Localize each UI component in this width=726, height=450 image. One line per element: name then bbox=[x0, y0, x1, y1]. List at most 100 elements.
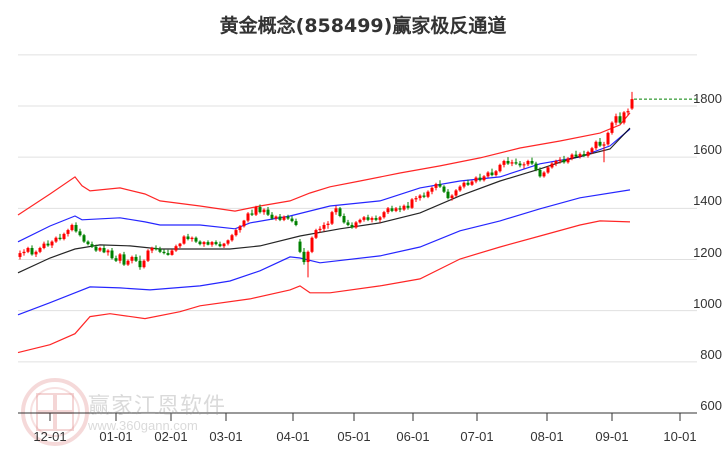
candle bbox=[494, 169, 498, 177]
candle bbox=[470, 180, 474, 186]
candle bbox=[66, 228, 70, 237]
x-tick-label: 07-01 bbox=[460, 429, 494, 444]
candle bbox=[358, 218, 362, 224]
upper_inner_band-line bbox=[17, 128, 631, 243]
y-tick-label: 1200 bbox=[693, 244, 722, 260]
candle bbox=[310, 236, 314, 254]
candle bbox=[266, 207, 270, 217]
candle bbox=[590, 146, 594, 155]
lower_inner_band-line bbox=[17, 189, 631, 316]
candle bbox=[22, 249, 26, 256]
candle bbox=[422, 192, 426, 199]
candle bbox=[474, 176, 478, 184]
candle bbox=[290, 216, 294, 223]
y-tick-label: 1600 bbox=[693, 142, 722, 158]
middle_line-line bbox=[17, 127, 631, 274]
candle bbox=[162, 249, 166, 255]
x-tick-label: 08-01 bbox=[530, 429, 564, 444]
candle bbox=[170, 249, 174, 256]
candle bbox=[614, 113, 618, 126]
x-tick-label: 01-01 bbox=[99, 429, 133, 444]
lower_outer_band-line bbox=[17, 220, 631, 354]
candle bbox=[38, 246, 42, 254]
candle bbox=[446, 189, 450, 200]
candle bbox=[306, 250, 310, 278]
candle bbox=[410, 198, 414, 209]
candle bbox=[154, 245, 158, 251]
candle bbox=[458, 185, 462, 192]
candle bbox=[522, 162, 526, 169]
candle bbox=[570, 153, 574, 161]
candle bbox=[238, 224, 242, 233]
candle bbox=[226, 239, 230, 246]
candle bbox=[466, 179, 470, 186]
candle bbox=[502, 159, 506, 168]
candle bbox=[142, 259, 146, 269]
candle bbox=[314, 228, 318, 240]
candle bbox=[262, 208, 266, 215]
candle bbox=[462, 181, 466, 189]
candle bbox=[554, 159, 558, 167]
candle bbox=[138, 255, 142, 270]
candle bbox=[438, 180, 442, 188]
candle bbox=[322, 222, 326, 232]
candle bbox=[258, 204, 262, 214]
candle bbox=[338, 207, 342, 218]
candle bbox=[370, 216, 374, 223]
candle bbox=[294, 218, 298, 227]
candle bbox=[214, 240, 218, 246]
candle bbox=[582, 150, 586, 158]
candle bbox=[530, 157, 534, 165]
candle bbox=[174, 244, 178, 252]
candle bbox=[130, 255, 134, 264]
candle bbox=[578, 152, 582, 159]
candle bbox=[246, 212, 250, 223]
x-tick-label: 12-01 bbox=[33, 429, 67, 444]
candle bbox=[166, 249, 170, 256]
candle bbox=[178, 242, 182, 248]
candle bbox=[350, 222, 354, 229]
candle bbox=[618, 112, 622, 124]
channel-lines bbox=[17, 112, 631, 354]
x-tick-label: 06-01 bbox=[396, 429, 430, 444]
candle bbox=[518, 161, 522, 168]
candle bbox=[206, 240, 210, 246]
candle bbox=[282, 215, 286, 222]
candle bbox=[382, 210, 386, 219]
y-tick-label: 800 bbox=[700, 346, 722, 362]
candle bbox=[558, 157, 562, 164]
candle bbox=[198, 240, 202, 246]
candle bbox=[478, 173, 482, 182]
candle bbox=[186, 233, 190, 241]
candle bbox=[394, 207, 398, 213]
candle bbox=[514, 158, 518, 165]
y-tick-label: 600 bbox=[700, 398, 722, 413]
candle bbox=[562, 155, 566, 164]
candle bbox=[622, 111, 626, 125]
candle bbox=[202, 241, 206, 247]
candle bbox=[182, 235, 186, 245]
candle bbox=[430, 186, 434, 195]
candle bbox=[58, 233, 62, 241]
candle bbox=[34, 250, 38, 257]
candle bbox=[442, 185, 446, 193]
candle bbox=[234, 228, 238, 237]
upper_outer_band-line bbox=[17, 112, 631, 216]
candle bbox=[90, 241, 94, 248]
candle bbox=[386, 207, 390, 214]
candle bbox=[218, 241, 222, 248]
candlesticks bbox=[18, 91, 634, 278]
candle bbox=[406, 201, 410, 210]
candle bbox=[610, 121, 614, 135]
y-tick-label: 1400 bbox=[693, 193, 722, 209]
x-tick-label: 02-01 bbox=[154, 429, 188, 444]
candle bbox=[86, 240, 90, 246]
x-axis bbox=[18, 412, 697, 421]
candle bbox=[106, 249, 110, 256]
candle bbox=[42, 241, 46, 250]
candle bbox=[546, 166, 550, 174]
candle bbox=[114, 255, 118, 263]
candle bbox=[190, 236, 194, 242]
candle bbox=[74, 222, 78, 233]
